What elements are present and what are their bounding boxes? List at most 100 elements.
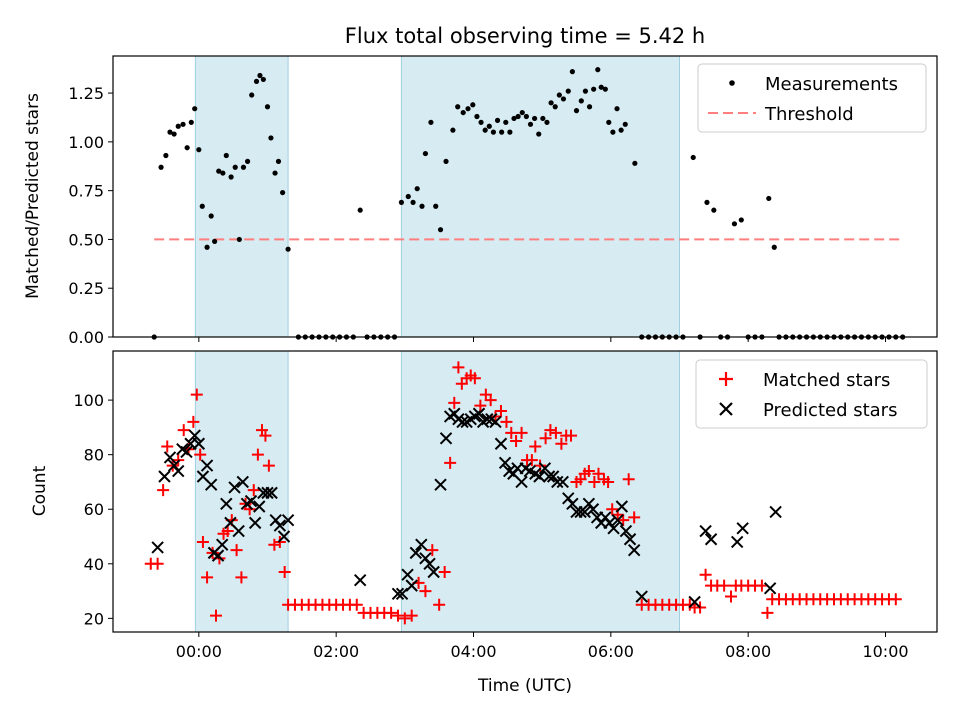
measurement-point bbox=[474, 113, 480, 120]
measurement-point bbox=[582, 88, 589, 94]
measurement-point bbox=[455, 104, 461, 110]
predicted-star-point bbox=[253, 500, 266, 513]
measurement-point bbox=[548, 100, 554, 106]
predicted-star-point bbox=[699, 524, 712, 538]
measurement-point bbox=[192, 106, 198, 112]
measurement-point bbox=[704, 199, 710, 205]
x-axis-label: Time (UTC) bbox=[477, 676, 572, 696]
predicted-star-point bbox=[542, 470, 556, 483]
measurement-point bbox=[240, 164, 247, 170]
measurement-point bbox=[220, 170, 226, 176]
matched-stars-points bbox=[144, 361, 902, 625]
predicted-star-point bbox=[439, 432, 453, 445]
measurement-point bbox=[184, 145, 190, 151]
measurement-point bbox=[478, 119, 484, 125]
measurement-point bbox=[711, 207, 717, 213]
measurement-point bbox=[180, 121, 186, 127]
predicted-star-point bbox=[769, 505, 782, 519]
bottom-y-tick-label: 80 bbox=[84, 446, 104, 465]
measurement-point bbox=[552, 104, 558, 110]
measurement-point bbox=[602, 86, 608, 92]
matched-star-point bbox=[157, 484, 170, 497]
measurement-point bbox=[188, 119, 194, 125]
matched-star-point bbox=[515, 426, 528, 439]
predicted-star-point bbox=[615, 500, 629, 513]
matched-star-point bbox=[617, 514, 630, 527]
predicted-star-point bbox=[180, 445, 193, 459]
measurement-point bbox=[228, 174, 234, 180]
bottom-axes-frame bbox=[112, 350, 938, 633]
measurement-point bbox=[731, 221, 738, 227]
legend-threshold-label: Threshold bbox=[764, 104, 854, 125]
matched-star-point bbox=[468, 372, 481, 385]
measurement-point bbox=[357, 207, 363, 213]
measurement-point bbox=[766, 195, 772, 202]
matched-star-point bbox=[278, 565, 291, 578]
measurement-point bbox=[216, 168, 222, 174]
predicted-star-point bbox=[405, 579, 418, 592]
bottom-y-tick-label: 100 bbox=[73, 391, 104, 410]
matched-star-point bbox=[221, 525, 234, 538]
matched-star-point bbox=[177, 424, 190, 437]
predicted-star-point bbox=[515, 475, 528, 489]
matched-star-point bbox=[448, 396, 461, 409]
measurement-point bbox=[591, 86, 597, 92]
x-tick-label: 10:00 bbox=[862, 642, 908, 661]
measurement-point bbox=[272, 170, 278, 176]
top-legend: Measurements Threshold bbox=[697, 63, 927, 133]
predicted-star-point bbox=[244, 494, 258, 508]
top-y-tick-label: 1.25 bbox=[68, 84, 104, 103]
matched-star-point bbox=[761, 606, 774, 619]
top-y-ticks: 0.00 0.25 0.50 0.75 1.00 1.25 bbox=[68, 84, 113, 347]
measurement-point bbox=[443, 158, 449, 164]
matched-star-point bbox=[539, 432, 552, 445]
measurement-point bbox=[771, 244, 777, 250]
predicted-star-point bbox=[556, 475, 569, 489]
matched-star-point bbox=[385, 606, 398, 619]
predicted-star-point bbox=[415, 538, 428, 551]
top-x-ticks bbox=[198, 337, 886, 342]
predicted-star-point bbox=[151, 541, 164, 554]
matched-star-point bbox=[444, 456, 457, 469]
chart-title: Flux total observing time = 5.42 h bbox=[345, 24, 705, 48]
x-tick-label: 06:00 bbox=[588, 642, 634, 661]
matched-star-point bbox=[350, 598, 363, 611]
predicted-star-point bbox=[163, 451, 177, 464]
predicted-star-point bbox=[220, 497, 233, 510]
measurement-point bbox=[244, 158, 251, 164]
matched-star-point bbox=[582, 465, 595, 478]
predicted-star-point bbox=[434, 478, 447, 491]
predicted-star-point bbox=[578, 505, 591, 519]
measurement-point bbox=[540, 115, 546, 122]
measurement-point bbox=[598, 84, 604, 90]
predicted-star-point bbox=[248, 516, 262, 530]
measurement-point bbox=[490, 129, 497, 135]
predicted-star-point bbox=[281, 513, 295, 527]
predicted-star-point bbox=[730, 535, 744, 549]
matched-star-point bbox=[484, 394, 497, 407]
bottom-y-tick-label: 60 bbox=[84, 500, 104, 519]
legend-measurements-label: Measurements bbox=[765, 74, 898, 95]
predicted-star-point bbox=[236, 475, 249, 489]
measurement-point bbox=[232, 164, 238, 170]
measurement-point bbox=[275, 158, 282, 164]
matched-star-point bbox=[419, 585, 432, 598]
bottom-legend-box bbox=[695, 359, 928, 429]
measurement-point bbox=[236, 236, 242, 243]
measurement-point bbox=[433, 203, 439, 209]
matched-star-point bbox=[510, 435, 523, 448]
top-y-tick-label: 0.75 bbox=[68, 182, 104, 201]
bottom-y-ticks: 20 40 60 80 100 bbox=[73, 391, 113, 628]
matched-star-point bbox=[151, 557, 164, 570]
measurement-point bbox=[527, 121, 534, 127]
predicted-star-point bbox=[277, 530, 291, 543]
measurement-point bbox=[398, 199, 404, 205]
predicted-star-point bbox=[391, 587, 405, 601]
measurement-point bbox=[223, 152, 229, 159]
legend-measurements-marker bbox=[729, 80, 735, 86]
measurement-point bbox=[610, 129, 616, 135]
measurement-point bbox=[632, 160, 638, 166]
predicted-star-point bbox=[265, 486, 278, 500]
measurement-point bbox=[280, 189, 286, 196]
